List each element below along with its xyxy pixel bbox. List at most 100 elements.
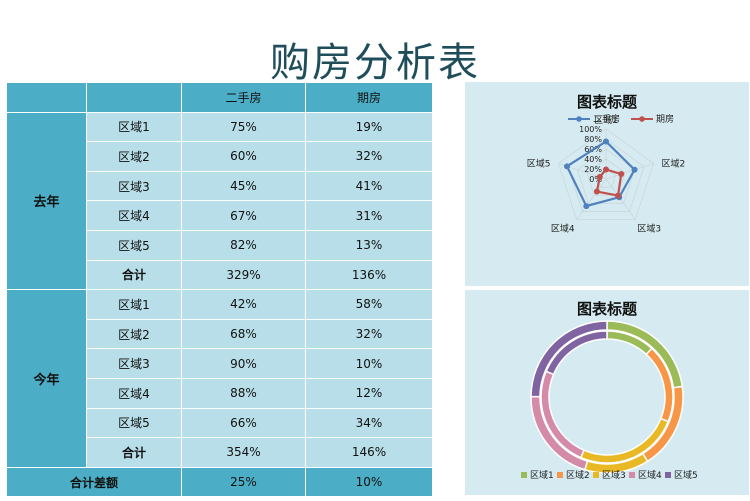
radar-category-label: 区域5	[527, 158, 551, 170]
second-hand-value: 75%	[181, 111, 306, 143]
legend-label: 区域2	[566, 469, 590, 481]
total-difference-row: 合计差额 25% 10%	[6, 466, 433, 498]
second-hand-value: 45%	[181, 170, 306, 202]
radar-category-label: 区域3	[637, 222, 661, 234]
radar-tick-label: 0%	[589, 175, 602, 184]
radar-tick-label: 20%	[584, 165, 602, 174]
doughnut-chart-title: 图表标题	[576, 300, 637, 318]
legend-label: 区域1	[530, 469, 554, 481]
table-row: 区域2 60% 32%	[7, 141, 433, 172]
future-value: 32%	[305, 141, 433, 172]
legend-marker	[639, 116, 645, 122]
subtotal-label: 合计	[86, 437, 182, 468]
region-cell: 区域4	[86, 200, 182, 231]
radar-tick-label: 40%	[584, 155, 602, 164]
radar-category-label: 区域4	[551, 222, 575, 234]
radar-data-point	[618, 171, 625, 178]
subtotal-row: 合计 329% 136%	[7, 259, 433, 291]
radar-spoke	[605, 163, 654, 180]
purchase-analysis-table: 二手房 期房 去年 区域1 75% 19% 区域2 60% 32% 区域3 45% 41% 区域4 67%…	[6, 82, 433, 498]
total-second-hand: 25%	[181, 466, 306, 498]
radar-data-point	[596, 173, 603, 180]
legend-label: 区域3	[602, 469, 626, 481]
second-hand-value: 42%	[181, 289, 306, 320]
region-cell: 区域3	[86, 170, 182, 202]
header-cell: 期房	[305, 82, 433, 113]
future-value: 13%	[305, 229, 433, 261]
radar-chart-title: 图表标题	[576, 93, 637, 111]
radar-tick-label: 100%	[579, 125, 602, 134]
radar-data-point	[615, 192, 622, 199]
header-row: 二手房 期房	[6, 82, 433, 113]
group-label: 去年	[6, 111, 87, 291]
region-cell: 区域4	[86, 377, 182, 409]
table-row: 区域5 66% 34%	[7, 407, 433, 439]
legend-swatch	[557, 472, 563, 478]
total-future: 10%	[305, 466, 433, 498]
second-hand-value: 88%	[181, 377, 306, 409]
legend-label: 区域4	[638, 469, 662, 481]
future-value: 12%	[305, 377, 433, 409]
region-cell: 区域1	[86, 289, 182, 320]
subtotal-future: 146%	[305, 437, 433, 468]
total-label: 合计差额	[6, 466, 182, 498]
doughnut-chart-panel: 图表标题 区域1 区域2 区域3 区域4 区域5	[465, 290, 749, 495]
legend-label: 二手房	[593, 113, 620, 125]
legend-swatch	[665, 472, 671, 478]
region-cell: 区域2	[86, 318, 182, 350]
header-cell	[86, 82, 182, 113]
future-value: 41%	[305, 170, 433, 202]
second-hand-value: 67%	[181, 200, 306, 231]
table-row: 区域3 45% 41%	[7, 170, 433, 202]
header-cell	[6, 82, 87, 113]
table-row: 区域5 82% 13%	[7, 229, 433, 261]
subtotal-second-hand: 329%	[181, 259, 306, 291]
legend-swatch	[521, 472, 527, 478]
subtotal-future: 136%	[305, 259, 433, 291]
doughnut-segment	[530, 320, 608, 398]
second-hand-value: 68%	[181, 318, 306, 350]
future-value: 34%	[305, 407, 433, 439]
group-label: 今年	[6, 289, 87, 468]
future-value: 32%	[305, 318, 433, 350]
radar-spoke	[576, 178, 607, 220]
legend-swatch	[593, 472, 599, 478]
future-value: 10%	[305, 348, 433, 379]
region-cell: 区域2	[86, 141, 182, 172]
legend-label: 区域5	[674, 469, 698, 481]
region-cell: 区域3	[86, 348, 182, 379]
radar-grid-ring	[586, 158, 626, 196]
future-value: 31%	[305, 200, 433, 231]
radar-data-point	[603, 166, 609, 173]
future-value: 19%	[305, 111, 433, 143]
table-row: 区域4 88% 12%	[7, 377, 433, 409]
legend-swatch	[629, 472, 635, 478]
radar-data-point	[631, 166, 638, 173]
region-cell: 区域1	[86, 111, 182, 143]
legend-label: 期房	[656, 113, 674, 125]
legend-marker	[576, 116, 582, 122]
table-row: 区域3 90% 10%	[7, 348, 433, 379]
radar-series-line	[565, 140, 636, 208]
radar-tick-label: 80%	[584, 135, 602, 144]
radar-category-label: 区域2	[662, 158, 686, 170]
table-row: 今年 区域1 42% 58%	[6, 289, 433, 468]
header-cell: 二手房	[181, 82, 306, 113]
subtotal-row: 合计 354% 146%	[7, 437, 433, 468]
second-hand-value: 82%	[181, 229, 306, 261]
radar-data-point	[603, 138, 609, 145]
subtotal-second-hand: 354%	[181, 437, 306, 468]
table-row: 去年 区域1 75% 19%	[6, 111, 433, 291]
future-value: 58%	[305, 289, 433, 320]
table-row: 区域4 67% 31%	[7, 200, 433, 231]
radar-data-point	[564, 163, 571, 170]
subtotal-label: 合计	[86, 259, 182, 291]
doughnut-segment	[545, 330, 608, 376]
radar-grid-ring	[558, 128, 654, 220]
region-cell: 区域5	[86, 407, 182, 439]
page-title: 购房分析表	[270, 40, 480, 86]
second-hand-value: 60%	[181, 141, 306, 172]
region-cell: 区域5	[86, 229, 182, 261]
radar-chart-panel: 图表标题 0% 20% 40% 60% 80% 100% 区域1 区域2 区域3 区域4 区域5 二手…	[465, 82, 749, 286]
